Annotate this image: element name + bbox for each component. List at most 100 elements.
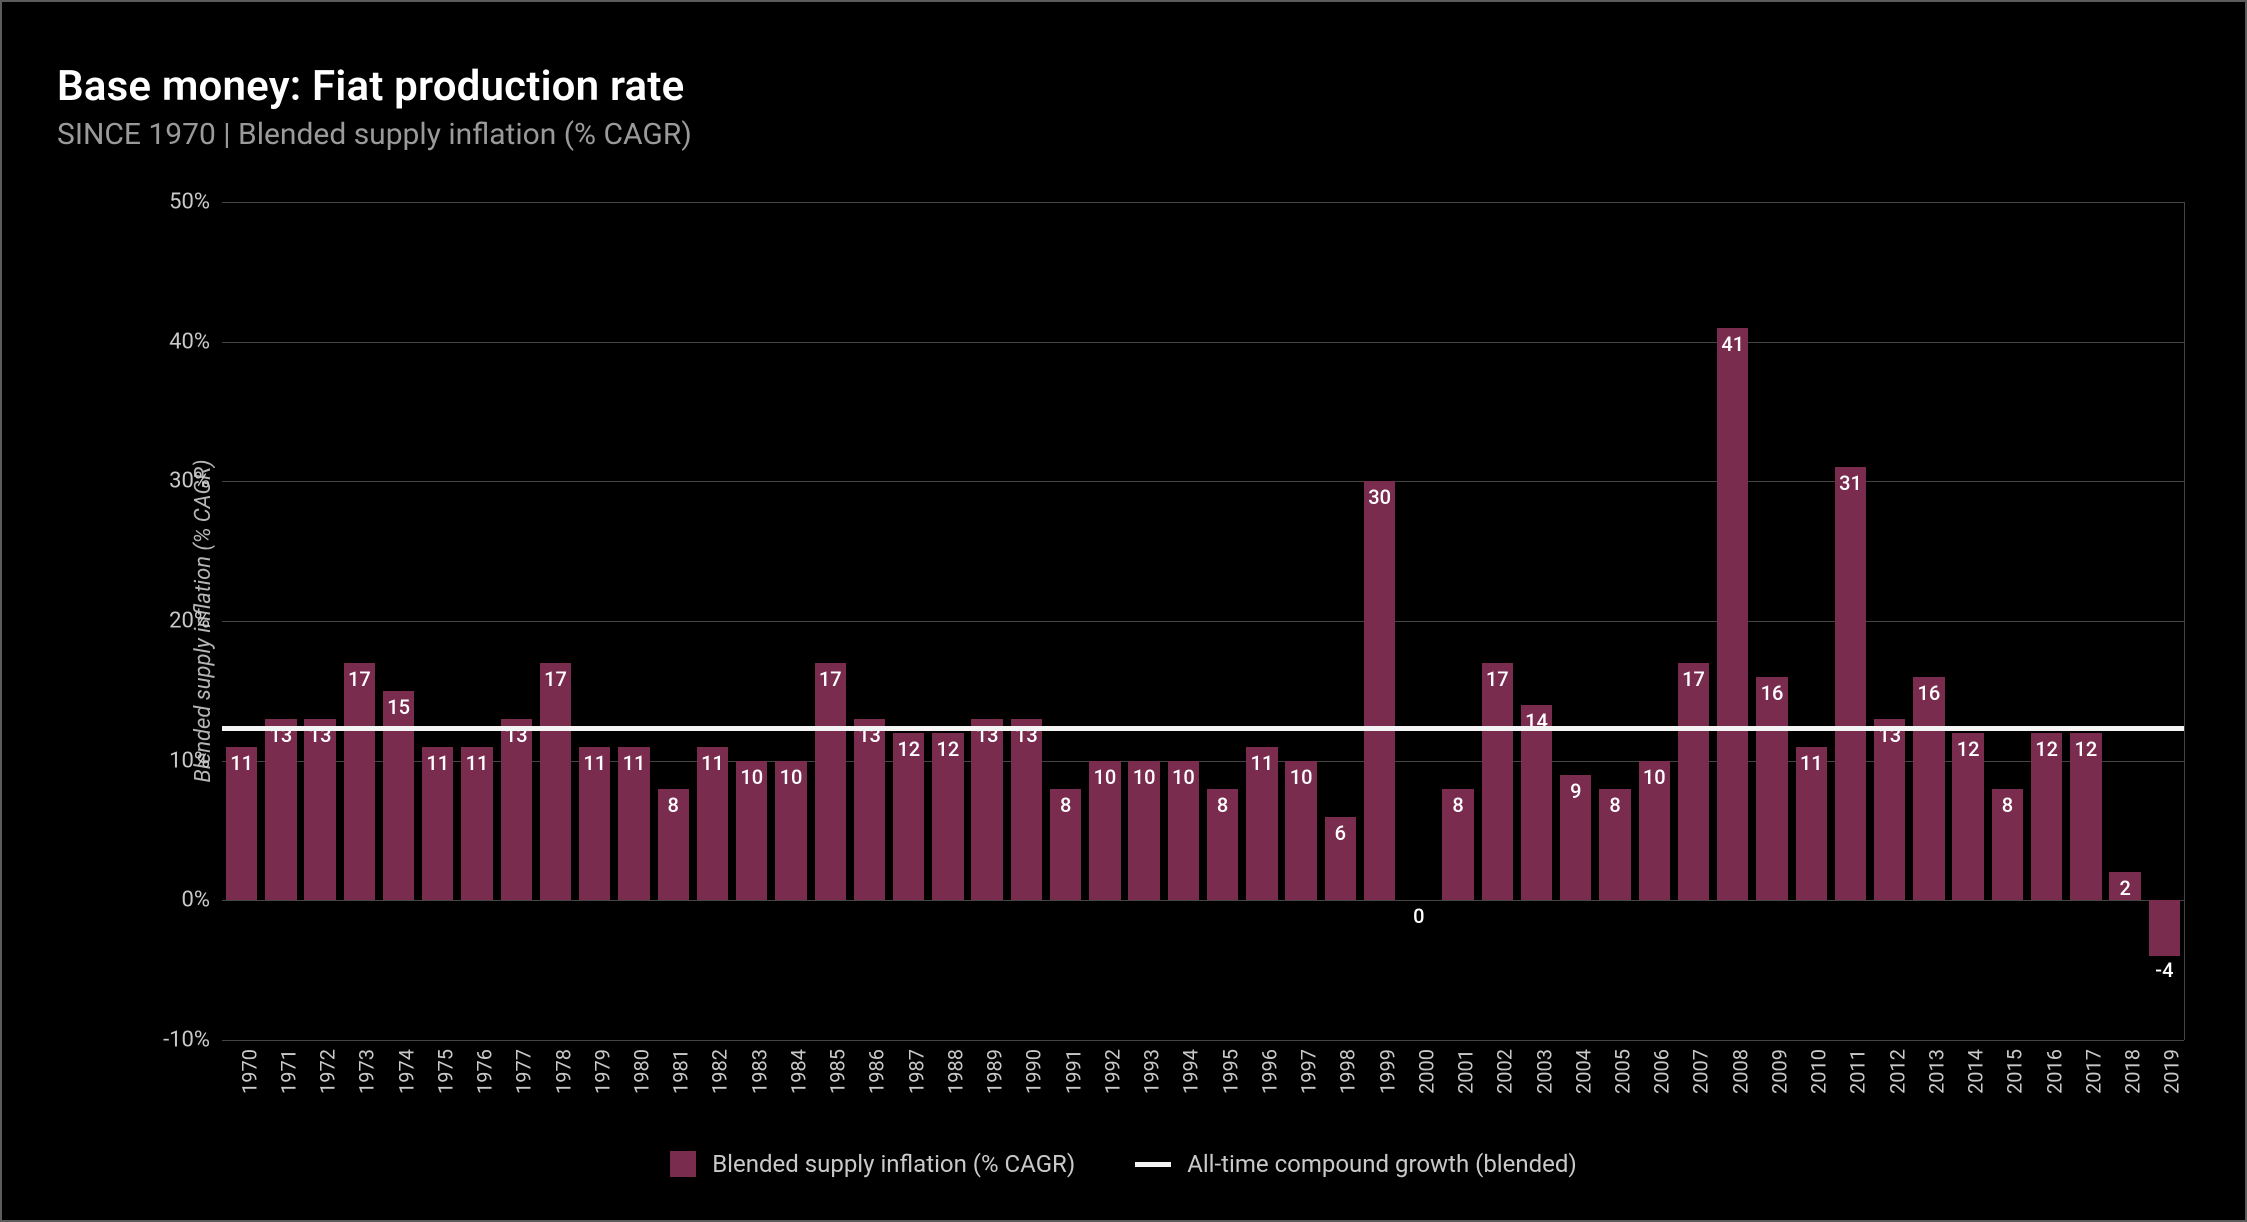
x-tick-label: 1987 xyxy=(904,1049,928,1094)
legend: Blended supply inflation (% CAGR) All-tim… xyxy=(2,1150,2245,1178)
bar-value-label: 12 xyxy=(937,737,960,761)
bar-slot: 111976 xyxy=(457,202,496,1040)
bar xyxy=(1521,705,1552,901)
bar-slot: 81981 xyxy=(654,202,693,1040)
bar-value-label: 17 xyxy=(348,667,371,691)
x-tick-label: 2009 xyxy=(1767,1049,1791,1094)
bar-value-label: 2 xyxy=(2119,876,2130,900)
legend-label: Blended supply inflation (% CAGR) xyxy=(712,1150,1075,1178)
x-tick-label: 1971 xyxy=(276,1049,300,1094)
bar-value-label: 11 xyxy=(1250,751,1273,775)
x-tick-label: 2014 xyxy=(1964,1049,1988,1094)
x-tick-label: 1995 xyxy=(1218,1049,1242,1094)
bar-slot: 111982 xyxy=(693,202,732,1040)
x-tick-label: 1996 xyxy=(1257,1049,1281,1094)
x-tick-label: 2006 xyxy=(1650,1049,1674,1094)
bar-slot: 101993 xyxy=(1125,202,1164,1040)
bar-slot: 101984 xyxy=(771,202,810,1040)
chart-area: Blended supply inflation (% CAGR) -10%0%… xyxy=(102,202,2185,1040)
bar-slot: 412008 xyxy=(1713,202,1752,1040)
bar-value-label: 9 xyxy=(1570,779,1581,803)
bar xyxy=(2149,900,2180,956)
legend-swatch-bar xyxy=(670,1151,696,1177)
bar-slot: 122014 xyxy=(1949,202,1988,1040)
bar-slot: 02000 xyxy=(1399,202,1438,1040)
bar-slot: 111996 xyxy=(1242,202,1281,1040)
x-tick-label: 2001 xyxy=(1454,1049,1478,1094)
legend-swatch-line xyxy=(1135,1162,1171,1167)
bar-slot: 111975 xyxy=(418,202,457,1040)
reference-line xyxy=(222,726,2184,731)
x-tick-label: 1978 xyxy=(551,1049,575,1094)
bar-slot: 162013 xyxy=(1909,202,1948,1040)
x-tick-label: 2013 xyxy=(1924,1049,1948,1094)
bar xyxy=(1913,677,1944,900)
chart-subtitle: SINCE 1970 | Blended supply inflation (%… xyxy=(57,117,2190,152)
x-tick-label: 1981 xyxy=(669,1049,693,1094)
x-tick-label: 2019 xyxy=(2160,1049,2184,1094)
bar-value-label: 10 xyxy=(1290,765,1313,789)
bar-value-label: 11 xyxy=(583,751,606,775)
x-tick-label: 1984 xyxy=(786,1049,810,1094)
x-tick-label: 2004 xyxy=(1571,1049,1595,1094)
bar-slot: 131972 xyxy=(300,202,339,1040)
x-tick-label: 2007 xyxy=(1689,1049,1713,1094)
bar-slot: 82015 xyxy=(1988,202,2027,1040)
bar-slot: 111980 xyxy=(614,202,653,1040)
bar-value-label: 10 xyxy=(1133,765,1156,789)
bar xyxy=(1717,328,1748,901)
bar-value-label: 8 xyxy=(1609,793,1620,817)
x-tick-label: 1979 xyxy=(590,1049,614,1094)
x-tick-label: 1983 xyxy=(747,1049,771,1094)
x-tick-label: 1977 xyxy=(512,1049,536,1094)
bar-value-label: 11 xyxy=(230,751,253,775)
x-tick-label: 2003 xyxy=(1532,1049,1556,1094)
x-tick-label: 1976 xyxy=(473,1049,497,1094)
x-tick-label: 2017 xyxy=(2081,1049,2105,1094)
bar-value-label: 8 xyxy=(668,793,679,817)
bar-value-label: 10 xyxy=(780,765,803,789)
x-tick-label: 2016 xyxy=(2042,1049,2066,1094)
bar xyxy=(815,663,846,900)
x-tick-label: 1982 xyxy=(708,1049,732,1094)
bar-slot: 172007 xyxy=(1674,202,1713,1040)
bar-slot: 162009 xyxy=(1752,202,1791,1040)
y-tick-label: -10% xyxy=(163,1028,210,1053)
bar xyxy=(344,663,375,900)
legend-item: All-time compound growth (blended) xyxy=(1135,1150,1577,1178)
bar-slot: 132012 xyxy=(1870,202,1909,1040)
x-tick-label: 1980 xyxy=(630,1049,654,1094)
bar-slot: 122017 xyxy=(2066,202,2105,1040)
bar-slot: 81991 xyxy=(1046,202,1085,1040)
bar-value-label: 11 xyxy=(1800,751,1823,775)
bar-value-label: 10 xyxy=(1643,765,1666,789)
y-tick-label: 40% xyxy=(169,329,210,354)
bar-slot: 111970 xyxy=(222,202,261,1040)
bar-value-label: 11 xyxy=(466,751,489,775)
x-tick-label: 2008 xyxy=(1728,1049,1752,1094)
x-tick-label: 1997 xyxy=(1297,1049,1321,1094)
y-tick-label: 10% xyxy=(169,748,210,773)
y-tick-label: 20% xyxy=(169,609,210,634)
x-tick-label: 1994 xyxy=(1179,1049,1203,1094)
bar-value-label: 10 xyxy=(1172,765,1195,789)
bar-slot: 121987 xyxy=(889,202,928,1040)
x-tick-label: 1992 xyxy=(1100,1049,1124,1094)
x-tick-label: 1999 xyxy=(1375,1049,1399,1094)
chart-frame: Base money: Fiat production rate SINCE 1… xyxy=(0,0,2247,1222)
y-tick-label: 30% xyxy=(169,469,210,494)
chart-title: Base money: Fiat production rate xyxy=(57,62,2190,111)
x-tick-label: 1991 xyxy=(1061,1049,1085,1094)
x-tick-label: 1985 xyxy=(826,1049,850,1094)
x-tick-label: 1993 xyxy=(1140,1049,1164,1094)
bar-value-label: 12 xyxy=(897,737,920,761)
x-tick-label: 1986 xyxy=(865,1049,889,1094)
bar-slot: 61998 xyxy=(1321,202,1360,1040)
x-tick-label: 2011 xyxy=(1846,1049,1870,1094)
bar-value-label: 31 xyxy=(1839,471,1862,495)
bar-slot: 131971 xyxy=(261,202,300,1040)
bar-slot: 151974 xyxy=(379,202,418,1040)
bar-value-label: 11 xyxy=(623,751,646,775)
bar-slot: 131977 xyxy=(497,202,536,1040)
x-tick-label: 1990 xyxy=(1022,1049,1046,1094)
